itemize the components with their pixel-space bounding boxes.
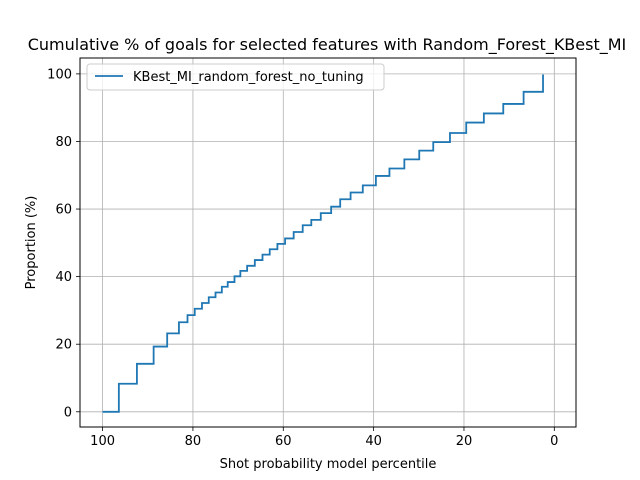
y-tick-label: 20: [55, 338, 72, 353]
x-axis-label: Shot probability model percentile: [220, 457, 437, 472]
y-tick-label: 80: [55, 135, 72, 150]
chart-title: Cumulative % of goals for selected featu…: [28, 35, 627, 55]
y-tick-label: 40: [55, 270, 72, 285]
y-tick-label: 0: [64, 405, 72, 420]
x-tick-label: 20: [456, 434, 473, 449]
y-tick-label: 100: [47, 67, 72, 82]
x-tick-label: 80: [185, 434, 202, 449]
y-axis-label: Proportion (%): [24, 196, 39, 290]
x-tick-label: 40: [365, 434, 382, 449]
legend: KBest_MI_random_forest_no_tuning: [87, 64, 384, 90]
y-tick-label: 60: [55, 203, 72, 218]
legend-label: KBest_MI_random_forest_no_tuning: [133, 70, 364, 85]
x-tick-label: 60: [275, 434, 292, 449]
x-tick-label: 0: [550, 434, 558, 449]
x-tick-label: 100: [90, 434, 115, 449]
